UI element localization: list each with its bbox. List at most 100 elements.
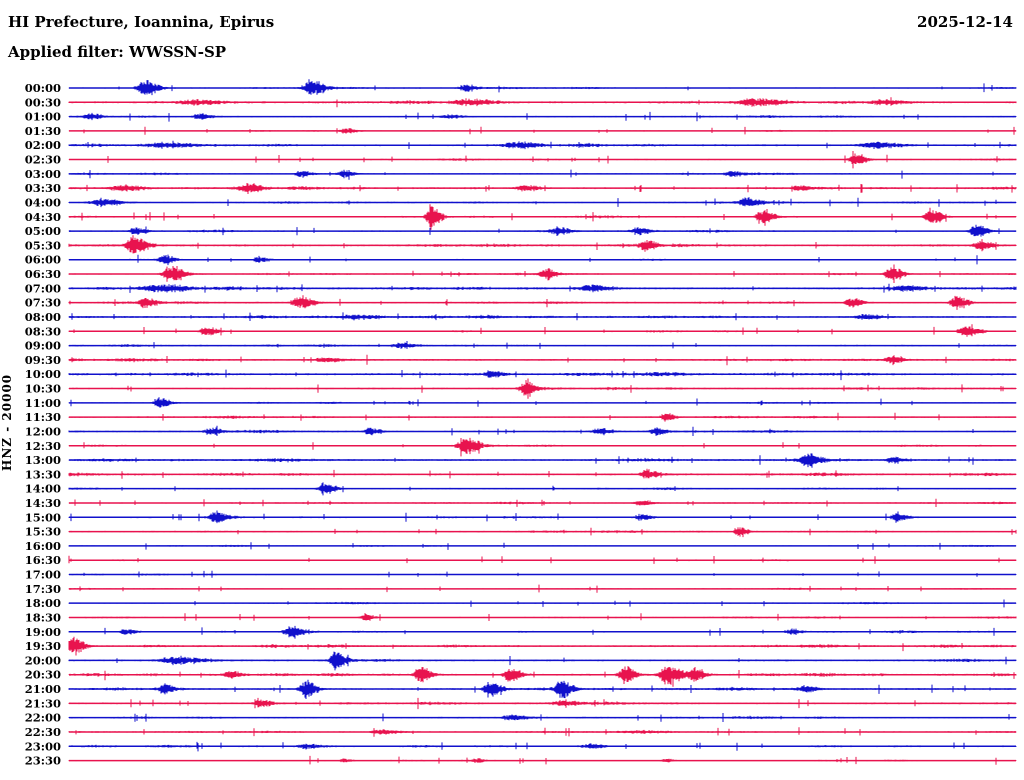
trace-waveform (68, 468, 1017, 479)
trace-waveform (68, 183, 1017, 194)
trace-time-label: 14:30 (25, 496, 61, 510)
trace-waveform (68, 651, 1017, 671)
trace-waveform (68, 197, 1017, 208)
trace-waveform (68, 666, 1017, 687)
trace-waveform (68, 437, 1017, 457)
trace-waveform (68, 679, 1017, 699)
trace-time-label: 01:30 (25, 124, 61, 138)
trace-time-label: 04:00 (25, 196, 61, 210)
trace-waveform (68, 97, 1017, 108)
trace-time-label: 19:30 (25, 639, 61, 653)
trace-time-label: 10:00 (25, 367, 61, 381)
trace-waveform (68, 140, 1017, 150)
trace-time-label: 14:00 (25, 482, 61, 496)
trace-waveform (68, 224, 1017, 237)
trace-time-label: 23:30 (25, 754, 61, 768)
trace-waveform (68, 151, 1017, 169)
trace-waveform (68, 378, 1017, 399)
page-title: HI Prefecture, Ioannina, Epirus (8, 13, 275, 31)
trace-time-label: 07:30 (25, 296, 61, 310)
trace-waveform (68, 169, 1017, 180)
trace-waveform (68, 354, 1017, 366)
trace-waveform (68, 283, 1017, 293)
trace-time-label: 22:00 (25, 711, 61, 725)
trace-waveform (68, 453, 1017, 468)
trace-time-label: 20:30 (25, 668, 61, 682)
trace-waveform (68, 713, 1017, 722)
trace-time-label: 15:00 (25, 510, 61, 524)
trace-time-label: 06:00 (25, 253, 61, 267)
trace-time-label: 05:00 (25, 224, 61, 238)
trace-time-label: 02:30 (25, 153, 61, 167)
trace-time-label: 09:00 (25, 339, 61, 353)
trace-time-label: 23:00 (25, 739, 61, 753)
trace-time-label: 00:00 (25, 81, 61, 95)
trace-time-label: 22:30 (25, 725, 61, 739)
trace-waveform (68, 625, 1017, 639)
date-label: 2025-12-14 (917, 13, 1013, 31)
trace-waveform (68, 482, 1017, 496)
trace-time-label: 08:00 (25, 310, 61, 324)
trace-waveform (68, 79, 1017, 96)
trace-waveform (68, 341, 1017, 349)
trace-waveform (68, 527, 1017, 538)
trace-time-label: 11:00 (25, 396, 61, 410)
trace-time-label: 21:00 (25, 682, 61, 696)
trace-time-label: 05:30 (25, 238, 61, 252)
trace-waveform (68, 755, 1017, 765)
trace-time-label: 12:30 (25, 439, 61, 453)
trace-waveform (68, 324, 1017, 337)
trace-waveform (68, 542, 1017, 550)
trace-waveform (68, 126, 1017, 135)
trace-waveform (68, 204, 1017, 230)
trace-time-label: 21:30 (25, 696, 61, 710)
trace-waveform (68, 412, 1017, 422)
trace-time-label: 13:00 (25, 453, 61, 467)
trace-waveform (68, 741, 1017, 752)
trace-time-label: 07:00 (25, 281, 61, 295)
trace-waveform (68, 295, 1017, 310)
trace-waveform (68, 312, 1017, 321)
trace-waveform (68, 235, 1017, 254)
trace-time-label: 04:30 (25, 210, 61, 224)
trace-waveform (68, 584, 1017, 593)
trace-time-label: 00:30 (25, 95, 61, 109)
trace-waveform (68, 264, 1017, 283)
trace-waveform (68, 498, 1017, 507)
trace-time-label: 03:30 (25, 181, 61, 195)
trace-time-label: 18:30 (25, 611, 61, 625)
trace-waveform (68, 570, 1017, 578)
trace-time-label: 09:30 (25, 353, 61, 367)
trace-time-label: 10:30 (25, 382, 61, 396)
trace-time-label: 16:00 (25, 539, 61, 553)
trace-waveform (68, 555, 1017, 564)
filter-label: Applied filter: WWSSN-SP (8, 43, 227, 61)
trace-time-label: 20:00 (25, 653, 61, 667)
trace-time-label: 17:30 (25, 582, 61, 596)
trace-time-label: 08:30 (25, 324, 61, 338)
trace-waveform (68, 636, 1017, 656)
trace-time-label: 19:00 (25, 625, 61, 639)
trace-time-label: 17:00 (25, 568, 61, 582)
trace-waveform (68, 697, 1017, 710)
trace-waveform (68, 254, 1017, 266)
trace-waveform (68, 111, 1017, 122)
trace-time-label: 06:30 (25, 267, 61, 281)
trace-time-label: 13:30 (25, 467, 61, 481)
trace-time-label: 18:00 (25, 596, 61, 610)
trace-time-label: 02:00 (25, 138, 61, 152)
trace-waveform (68, 599, 1017, 608)
trace-waveform (68, 369, 1017, 381)
trace-waveform (68, 510, 1017, 524)
trace-waveform (68, 397, 1017, 408)
trace-time-label: 16:30 (25, 553, 61, 567)
trace-time-label: 03:00 (25, 167, 61, 181)
trace-waveform (68, 613, 1017, 621)
trace-waveform (68, 727, 1017, 737)
trace-time-label: 01:00 (25, 110, 61, 124)
trace-waveform (68, 425, 1017, 436)
trace-time-label: 12:00 (25, 424, 61, 438)
trace-time-label: 15:30 (25, 525, 61, 539)
trace-time-label: 11:30 (25, 410, 61, 424)
